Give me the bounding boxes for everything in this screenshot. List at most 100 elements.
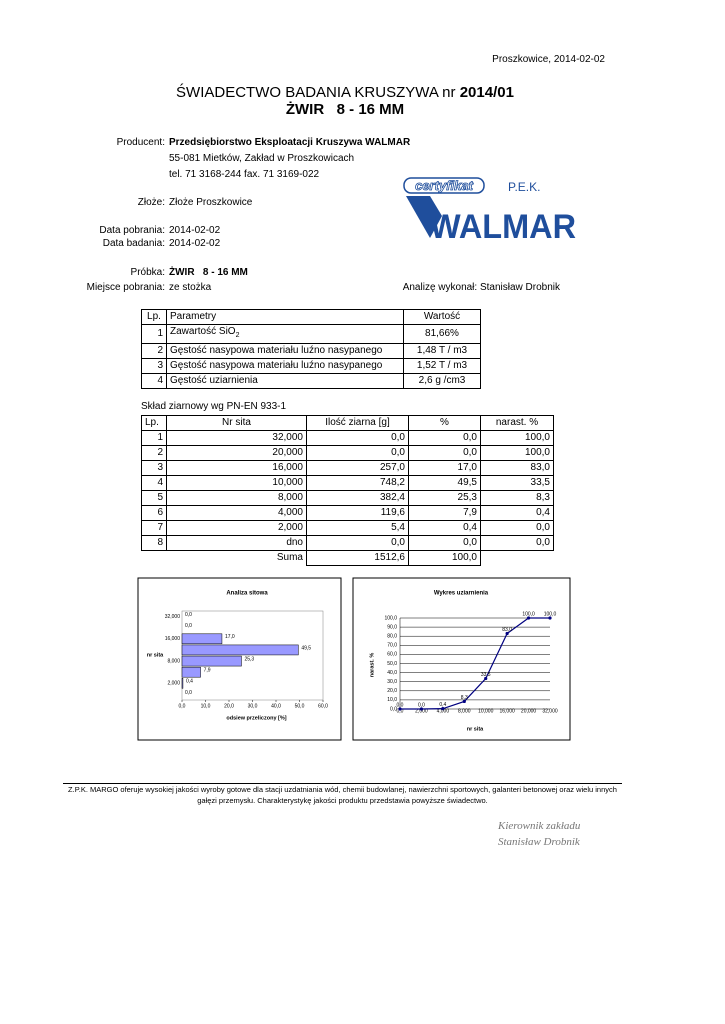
x-tick-label: 50,0 (295, 703, 305, 709)
cell: 8,3 (480, 490, 554, 506)
chart-title: Analiza sitowa (226, 591, 268, 597)
row: 1 Zawartość SiO2 81,66% (141, 324, 481, 344)
value-label: 0,0 (185, 612, 192, 618)
line (400, 617, 550, 710)
place-value: ze stożka (169, 282, 212, 293)
header-cell: Nr sita (166, 415, 307, 431)
header-cell: narast. % (480, 415, 554, 431)
value-label: 33,5 (481, 672, 491, 678)
x-tick-label: 60,0 (318, 703, 328, 709)
value-label: 49,5 (301, 645, 311, 651)
bar (181, 633, 223, 645)
y-tick-label: 50,0 (387, 661, 397, 667)
y-tick-label: 20,0 (387, 688, 397, 694)
signature-line: Kierownik zakładu (498, 820, 581, 832)
cell: 49,5 (408, 475, 481, 491)
cell: 3 (141, 460, 167, 476)
row: 8 dno 0,0 0,0 0,0 (141, 535, 554, 551)
cell: 2,6 g /cm3 (403, 373, 481, 389)
producer-contact: tel. 71 3168-244 fax. 71 3169-022 (169, 169, 320, 180)
x-tick-label: 4,000 (437, 708, 450, 714)
row: 5 8,000 382,4 25,3 8,3 (141, 490, 554, 506)
y-tick-label: 70,0 (387, 643, 397, 649)
place-date: Proszkowice, 2014-02-02 (492, 54, 605, 65)
cell: 0,0 (408, 430, 481, 446)
cell: 3 (141, 358, 167, 374)
cell: 0,0 (408, 535, 481, 551)
cell: 20,000 (166, 445, 307, 461)
cell: Gęstość nasypowa materiału luźno nasypan… (166, 343, 404, 359)
row: 1 32,000 0,0 0,0 100,0 (141, 430, 554, 446)
value-label: 17,0 (225, 634, 235, 640)
row: 4 Gęstość uziarnienia 2,6 g /cm3 (141, 373, 481, 389)
y-tick-label: 60,0 (387, 652, 397, 658)
x-tick-label: 30,0 (248, 703, 258, 709)
y-tick-label: 10,0 (387, 697, 397, 703)
y-tick-label: 2,000 (167, 681, 180, 687)
cell: 5,4 (306, 520, 409, 536)
value-label: 0,0 (418, 702, 425, 708)
producer-address: 55-081 Mietków, Zakład w Proszkowicach (169, 153, 355, 164)
footer-line: gałęzi przemysłu. Charakterystykę jakośc… (197, 796, 488, 805)
y-tick-label: 40,0 (387, 670, 397, 676)
date-label: Data badania: (102, 238, 165, 249)
y-tick-label: 30,0 (387, 679, 397, 685)
y-axis-label: narast. % (369, 653, 375, 678)
y-tick-label: 8,000 (167, 658, 180, 664)
marker (441, 707, 445, 711)
producer-label: Producent: (116, 137, 165, 148)
sum-percent: 100,0 (408, 550, 481, 566)
header-cell: Lp. (141, 309, 167, 325)
x-tick-label: 8,000 (458, 708, 471, 714)
sum-row: Suma 1512,6 100,0 (142, 550, 554, 566)
sample-label: Próbka: (130, 267, 165, 278)
cell: 16,000 (166, 460, 307, 476)
title-number: 2014/01 (459, 84, 514, 101)
value-label: 100,0 (544, 611, 557, 617)
marker (462, 699, 466, 704)
cell: 7 (141, 520, 167, 536)
y-tick-label: 0,0 (390, 706, 397, 712)
cell: 0,4 (408, 520, 481, 536)
cell: Zawartość SiO2 (166, 324, 404, 344)
header-cell: % (408, 415, 481, 431)
value-label: 7,9 (204, 668, 211, 674)
cell: 8,000 (166, 490, 307, 506)
cell: 5 (141, 490, 167, 506)
x-axis-label: odsiew przeliczony [%] (226, 715, 286, 721)
sum-label: Suma (276, 552, 303, 564)
value-label: 8,3 (461, 695, 468, 701)
cell: 0,0 (306, 535, 409, 551)
row: 2 Gęstość nasypowa materiału luźno nasypa… (141, 343, 481, 359)
cell: 257,0 (306, 460, 409, 476)
cell: 0,4 (480, 505, 554, 521)
cell: 0,0 (306, 445, 409, 461)
date-value: 2014-02-02 (169, 238, 221, 249)
value-label: 0,4 (186, 679, 193, 685)
row: 3 Gęstość nasypowa materiału luźno nasypa… (141, 358, 481, 374)
place-label: Miejsce pobrania: (86, 282, 165, 293)
marker (484, 676, 488, 681)
row: 2 20,000 0,0 0,0 100,0 (141, 445, 554, 461)
signature-line: Stanisław Drobnik (498, 836, 580, 848)
cell: Gęstość uziarnienia (166, 373, 404, 389)
cell: 0,0 (306, 430, 409, 446)
x-axis-label: nr sita (467, 726, 484, 732)
marker (419, 707, 424, 711)
cell-text: Zawartość SiO (170, 326, 236, 337)
footer: Z.P.K. MARGO oferuje wysokiej jakości wy… (0, 784, 685, 806)
row: 3 16,000 257,0 17,0 83,0 (141, 460, 554, 476)
y-axis-label: nr sita (147, 652, 164, 658)
cell: 1 (141, 324, 167, 344)
x-tick-label: 32,000 (542, 708, 558, 714)
x-tick-label: 20,000 (521, 708, 537, 714)
cell: 32,000 (166, 430, 307, 446)
cell: 4,000 (166, 505, 307, 521)
header-row: Lp. Nr sita Ilość ziarna [g]% narast. % (141, 415, 554, 431)
date-value: 2014-02-02 (169, 225, 221, 236)
marker (505, 631, 509, 636)
value-label: 0,4 (439, 702, 446, 708)
y-tick-label: 100,0 (384, 615, 397, 621)
cell: 81,66% (403, 324, 481, 344)
